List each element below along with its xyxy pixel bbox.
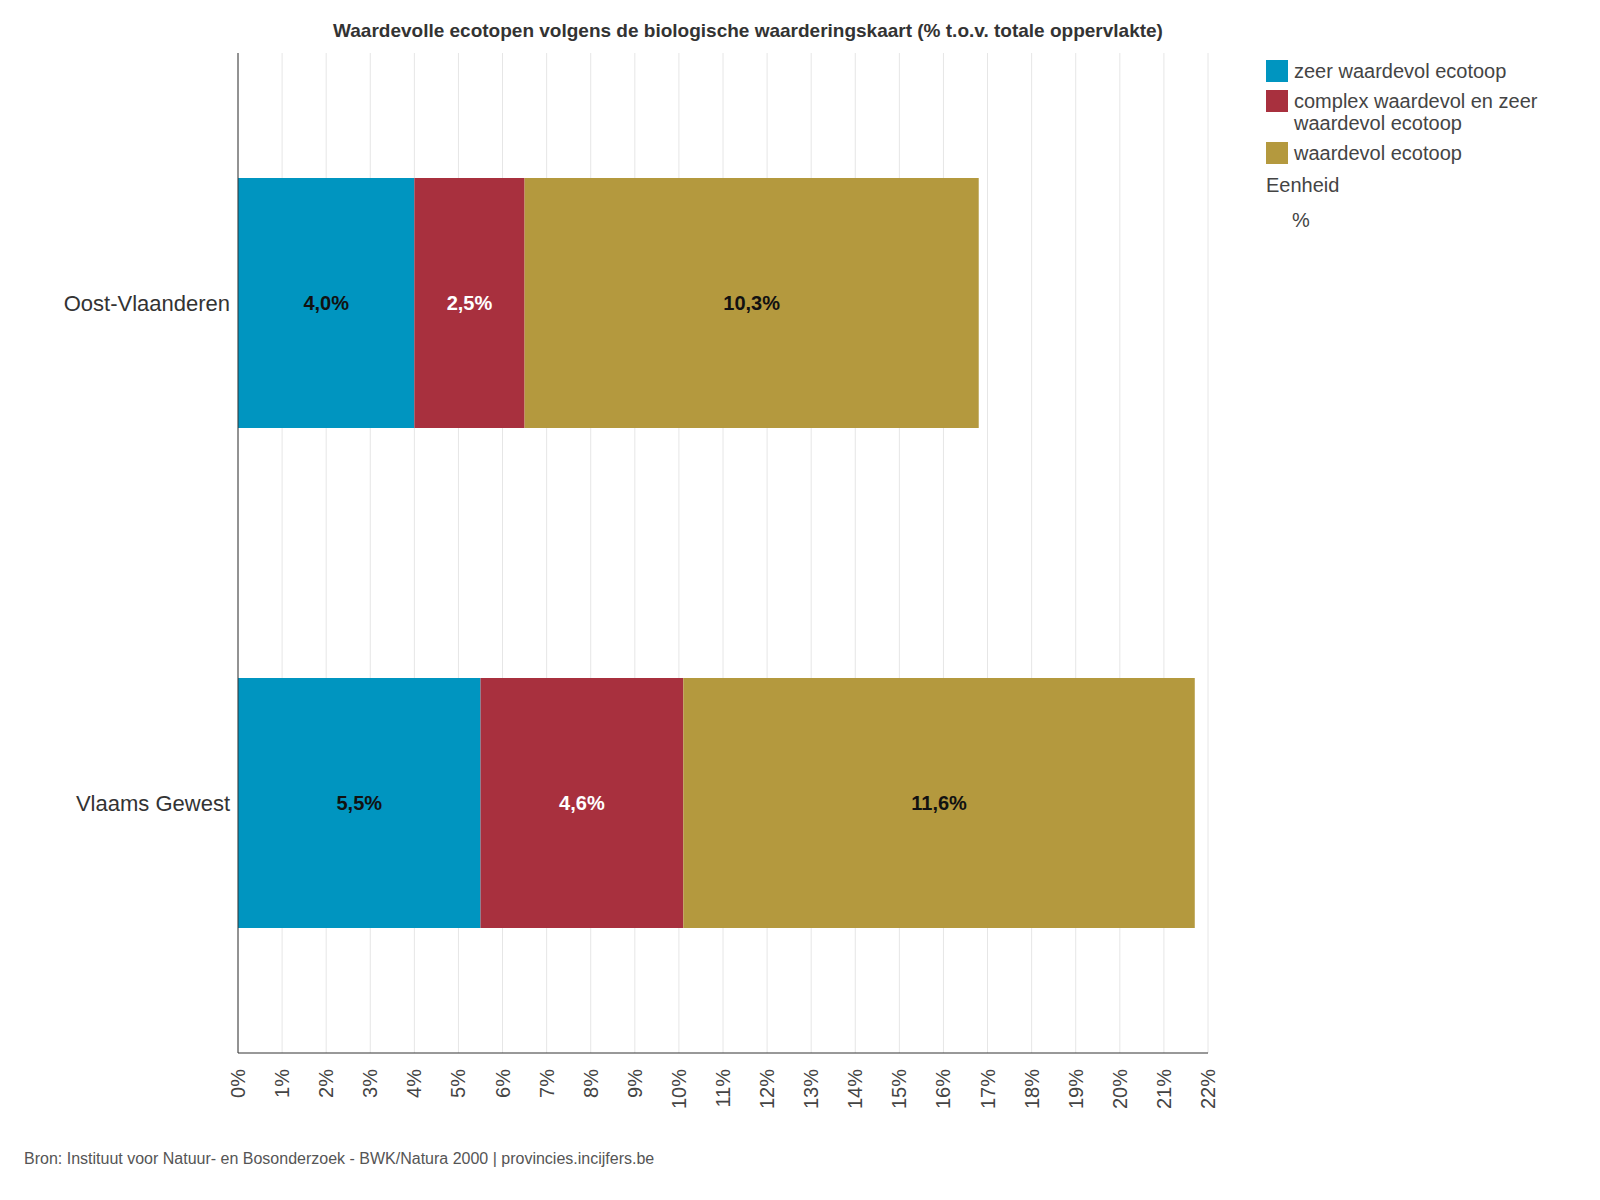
svg-text:Vlaams Gewest: Vlaams Gewest bbox=[76, 791, 230, 816]
svg-text:15%: 15% bbox=[888, 1069, 910, 1109]
html-text:complex waardevol en zeer waar: complex waardevol en zeer waardevol ecot… bbox=[1294, 90, 1538, 134]
svg-text:21%: 21% bbox=[1153, 1069, 1175, 1109]
svg-text:20%: 20% bbox=[1109, 1069, 1131, 1109]
svg-text:5%: 5% bbox=[447, 1069, 469, 1098]
svg-text:14%: 14% bbox=[844, 1069, 866, 1109]
svg-text:3%: 3% bbox=[359, 1069, 381, 1098]
html-text:waardevol ecotoop: waardevol ecotoop bbox=[1294, 142, 1462, 164]
svg-text:10%: 10% bbox=[668, 1069, 690, 1109]
html-text:Bron: Instituut voor Natuur- e: Bron: Instituut voor Natuur- en Bosonder… bbox=[24, 1150, 655, 1167]
svg-text:2,5%: 2,5% bbox=[447, 292, 493, 314]
svg-text:16%: 16% bbox=[932, 1069, 954, 1109]
html-text:Waardevolle ecotopen volgens d: Waardevolle ecotopen volgens de biologis… bbox=[333, 20, 1163, 41]
svg-text:17%: 17% bbox=[977, 1069, 999, 1109]
svg-text:13%: 13% bbox=[800, 1069, 822, 1109]
svg-text:7%: 7% bbox=[536, 1069, 558, 1098]
svg-text:11%: 11% bbox=[712, 1069, 734, 1108]
svg-text:5,5%: 5,5% bbox=[336, 792, 382, 814]
svg-text:1%: 1% bbox=[271, 1069, 293, 1098]
svg-text:18%: 18% bbox=[1021, 1069, 1043, 1109]
svg-text:10,3%: 10,3% bbox=[723, 292, 780, 314]
svg-text:4%: 4% bbox=[403, 1069, 425, 1098]
svg-text:Oost-Vlaanderen: Oost-Vlaanderen bbox=[64, 291, 230, 316]
svg-text:12%: 12% bbox=[756, 1069, 778, 1109]
svg-text:19%: 19% bbox=[1065, 1069, 1087, 1109]
svg-text:8%: 8% bbox=[580, 1069, 602, 1098]
svg-text:9%: 9% bbox=[624, 1069, 646, 1098]
svg-text:11,6%: 11,6% bbox=[911, 792, 967, 814]
svg-text:2%: 2% bbox=[315, 1069, 337, 1098]
svg-text:4,0%: 4,0% bbox=[303, 292, 349, 314]
html-text:zeer waardevol ecotoop: zeer waardevol ecotoop bbox=[1294, 60, 1507, 82]
svg-text:0%: 0% bbox=[227, 1069, 249, 1098]
svg-text:4,6%: 4,6% bbox=[559, 792, 605, 814]
svg-text:22%: 22% bbox=[1197, 1069, 1219, 1109]
html-text:Eenheid: Eenheid bbox=[1266, 174, 1340, 196]
svg-text:6%: 6% bbox=[492, 1069, 514, 1098]
